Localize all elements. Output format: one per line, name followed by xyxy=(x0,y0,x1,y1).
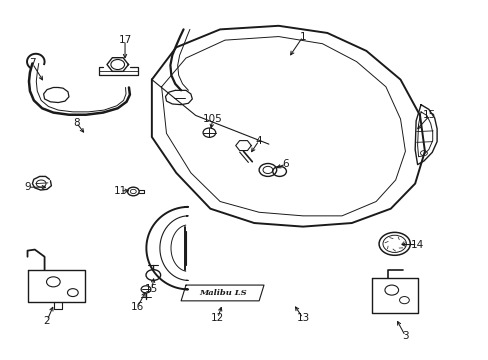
Text: 7: 7 xyxy=(29,58,36,68)
Text: 13: 13 xyxy=(296,313,309,323)
Text: 1: 1 xyxy=(299,32,305,41)
Text: 3: 3 xyxy=(401,331,408,341)
Text: 9: 9 xyxy=(24,182,31,192)
Text: Malibu LS: Malibu LS xyxy=(198,289,246,297)
Text: 2: 2 xyxy=(43,316,50,325)
Text: 16: 16 xyxy=(130,302,143,312)
Text: 4: 4 xyxy=(255,136,262,145)
Text: 14: 14 xyxy=(410,239,424,249)
Text: 15: 15 xyxy=(145,284,158,294)
Text: 11: 11 xyxy=(113,186,126,196)
Text: 17: 17 xyxy=(118,35,131,45)
Text: 12: 12 xyxy=(211,313,224,323)
Text: 6: 6 xyxy=(282,159,289,169)
Text: 8: 8 xyxy=(73,118,80,128)
Text: 15: 15 xyxy=(422,111,435,121)
Text: 105: 105 xyxy=(203,114,222,124)
